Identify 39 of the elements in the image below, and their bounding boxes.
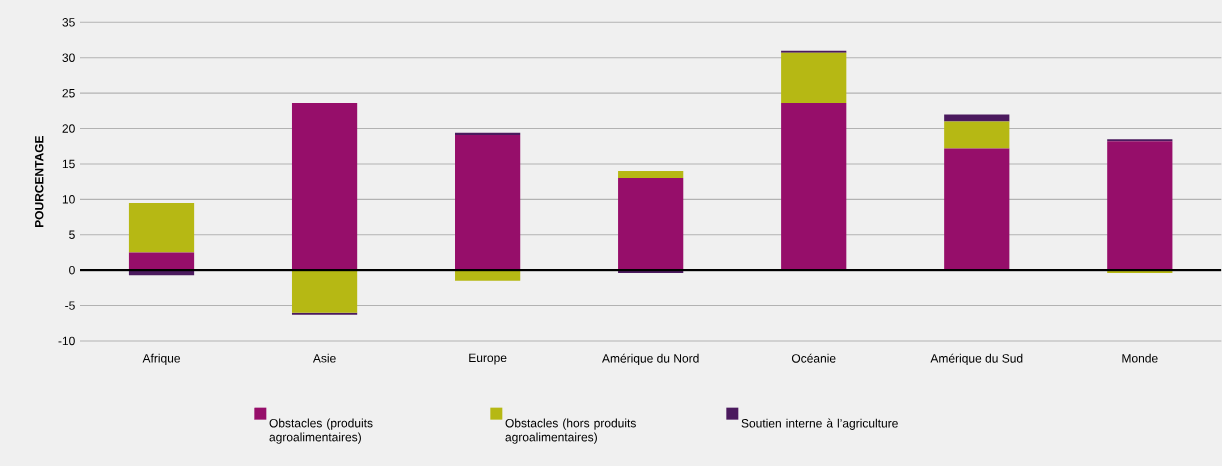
- legend-label: Obstacles (produits agroalimentaires): [269, 418, 373, 444]
- x-tick-label: Monde: [1122, 353, 1158, 363]
- y-tick-label: 35: [62, 18, 75, 27]
- bar: [618, 171, 684, 179]
- bar: [455, 132, 521, 135]
- x-tick-label: Amérique du Nord: [602, 353, 699, 366]
- bar: [291, 103, 358, 271]
- y-tick-label: 20: [62, 124, 75, 133]
- bar: [944, 148, 1010, 271]
- y-tick-label: 10: [62, 195, 75, 204]
- x-tick-label: Europe: [469, 353, 507, 365]
- y-tick-label: 15: [62, 159, 75, 169]
- bar: [781, 52, 847, 104]
- bar: [128, 202, 195, 253]
- legend-label: Obstacles (hors produits agroalimentaires): [505, 418, 636, 444]
- x-tick-label: Amérique du Sud: [930, 353, 1023, 366]
- y-tick-label: 5: [69, 230, 75, 239]
- x-tick-label: Océanie: [791, 353, 836, 363]
- bar: [944, 121, 1010, 149]
- y-axis-title: POURCENTAGE: [34, 135, 44, 228]
- bar: [455, 134, 521, 271]
- y-tick-label: -10: [58, 336, 75, 346]
- bar: [1107, 141, 1173, 271]
- y-tick-label: 0: [69, 265, 75, 275]
- bar: [781, 50, 847, 53]
- y-tick-label: 25: [62, 88, 75, 98]
- legend-label: Soutien interne à l’agriculture: [741, 418, 898, 430]
- x-tick-label: Afrique: [142, 353, 181, 365]
- y-tick-label: -5: [65, 301, 75, 310]
- bar: [618, 178, 684, 271]
- bar: [944, 114, 1010, 122]
- bar: [455, 270, 521, 281]
- y-tick-label: 30: [62, 53, 75, 62]
- bar: [128, 252, 195, 271]
- bar: [291, 270, 358, 313]
- bar: [781, 103, 847, 271]
- bar: [1107, 139, 1173, 142]
- x-tick-label: Asie: [312, 353, 336, 363]
- bar: [291, 312, 358, 315]
